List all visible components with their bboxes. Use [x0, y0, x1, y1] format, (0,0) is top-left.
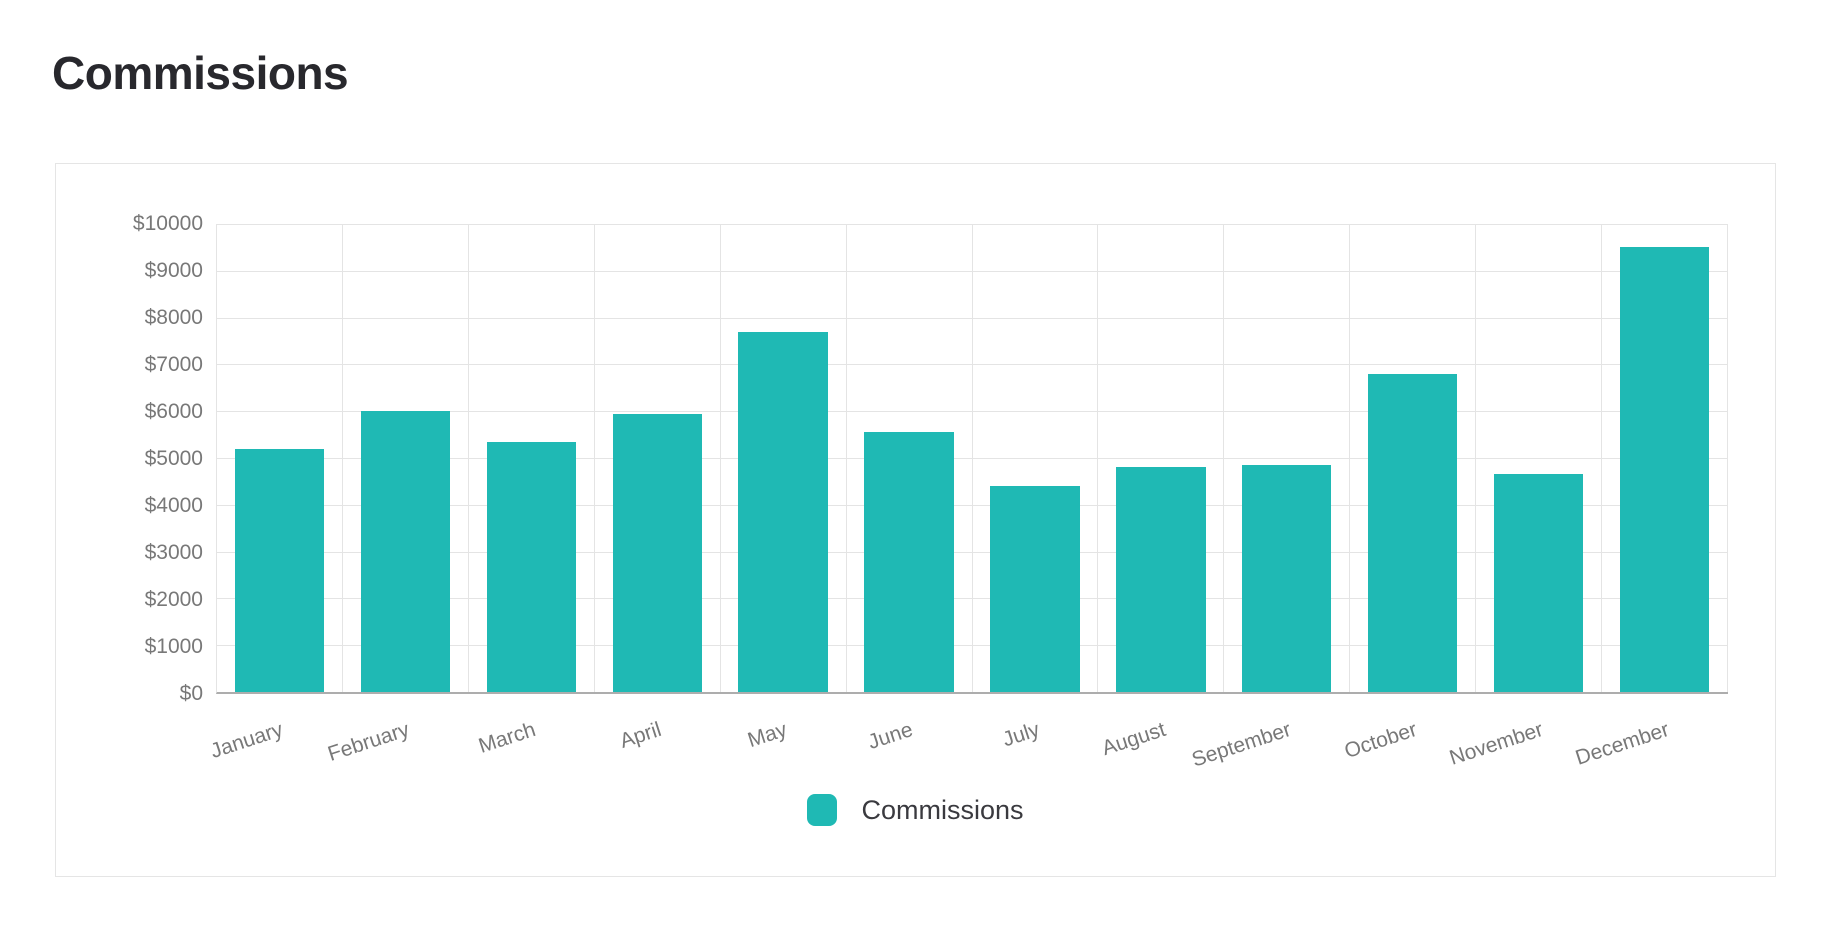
- y-tick-label: $6000: [144, 400, 203, 423]
- x-axis-label-august: August: [1098, 718, 1169, 761]
- commissions-bar-chart[interactable]: $0 $1000 $2000 $3000 $4000 $5000 $6000 $7000 $80…: [56, 164, 1775, 876]
- category-column-may: [721, 224, 847, 692]
- category-column-november: [1476, 224, 1603, 692]
- legend: Commissions: [56, 793, 1775, 827]
- bar-april[interactable]: [612, 413, 702, 692]
- x-axis-label-february: February: [325, 718, 413, 766]
- bar-december[interactable]: [1619, 247, 1710, 692]
- legend-item-commissions[interactable]: Commissions: [807, 794, 1024, 826]
- y-tick-label: $4000: [144, 494, 203, 517]
- bar-january[interactable]: [234, 448, 325, 692]
- category-column-december: [1602, 224, 1729, 692]
- x-axis-label-december: December: [1572, 718, 1673, 770]
- category-column-august: [1098, 224, 1225, 692]
- x-axis-label-march: March: [475, 718, 539, 758]
- y-tick-label: $10000: [132, 212, 203, 235]
- x-axis-label-january: January: [207, 718, 287, 763]
- page-title: Commissions: [52, 47, 349, 99]
- category-column-march: [469, 224, 595, 692]
- category-column-january: [217, 224, 343, 692]
- y-tick-label: $1000: [144, 635, 203, 658]
- bar-may[interactable]: [738, 331, 828, 692]
- bar-october[interactable]: [1368, 373, 1458, 692]
- x-axis-label-september: September: [1189, 718, 1295, 772]
- bar-august[interactable]: [1116, 467, 1206, 692]
- bars-row: [217, 224, 1729, 692]
- category-column-september: [1224, 224, 1351, 692]
- y-tick-label: $3000: [144, 541, 203, 564]
- x-axis-label-may: May: [745, 718, 791, 753]
- y-tick-label: $7000: [144, 353, 203, 376]
- bar-july[interactable]: [990, 486, 1080, 692]
- bar-february[interactable]: [360, 411, 451, 692]
- x-axis: January February March April May June July Augu…: [208, 694, 1728, 776]
- x-axis-label-april: April: [617, 718, 665, 753]
- y-tick-label: $8000: [144, 306, 203, 329]
- category-column-october: [1350, 224, 1477, 692]
- chart-card: $0 $1000 $2000 $3000 $4000 $5000 $6000 $7000 $80…: [55, 163, 1776, 877]
- y-axis: $0 $1000 $2000 $3000 $4000 $5000 $6000 $7000 $80…: [56, 212, 203, 705]
- category-column-july: [973, 224, 1099, 692]
- legend-label: Commissions: [861, 794, 1024, 825]
- y-tick-label: $2000: [144, 588, 203, 611]
- y-tick-label: $9000: [144, 259, 203, 282]
- y-tick-label: $0: [179, 682, 203, 705]
- bar-september[interactable]: [1242, 465, 1332, 692]
- plot-area: [216, 224, 1729, 694]
- category-column-february: [343, 224, 469, 692]
- x-axis-label-june: June: [865, 718, 917, 754]
- category-column-june: [847, 224, 973, 692]
- y-tick-label: $5000: [144, 447, 203, 470]
- bar-march[interactable]: [486, 441, 576, 692]
- category-column-april: [595, 224, 721, 692]
- x-axis-label-october: October: [1341, 718, 1421, 763]
- legend-swatch: [807, 794, 838, 826]
- bar-november[interactable]: [1494, 474, 1584, 692]
- bar-june[interactable]: [864, 432, 954, 692]
- x-axis-label-november: November: [1446, 718, 1547, 770]
- x-axis-label-july: July: [999, 718, 1043, 752]
